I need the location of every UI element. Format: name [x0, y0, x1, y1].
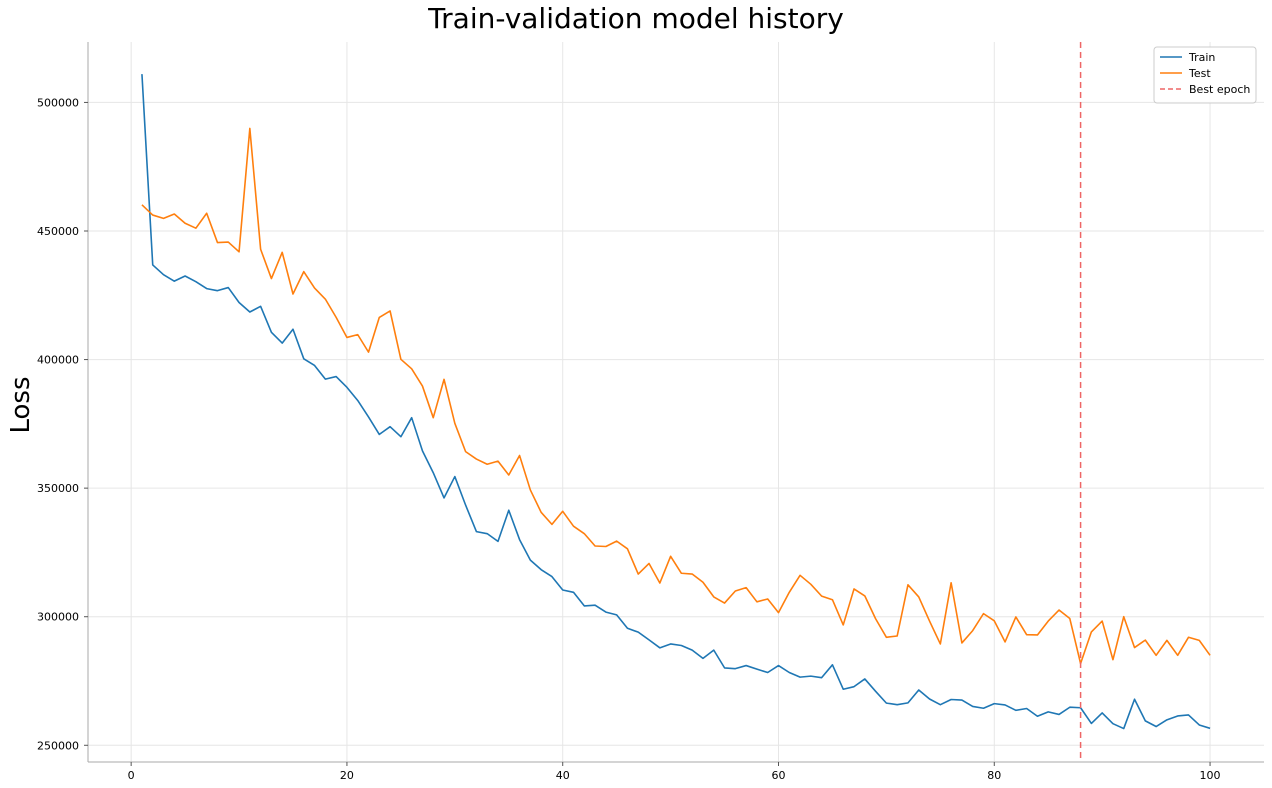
- y-tick-label: 250000: [37, 739, 79, 752]
- grid-lines: [88, 42, 1264, 762]
- x-tick-label: 0: [128, 769, 135, 782]
- legend-label-best-epoch: Best epoch: [1189, 83, 1250, 96]
- y-tick-label: 300000: [37, 611, 79, 624]
- y-tick-label: 400000: [37, 354, 79, 367]
- legend: Train Test Best epoch: [1153, 46, 1257, 104]
- series-line-test: [141, 127, 1211, 665]
- x-tick-label: 60: [771, 769, 785, 782]
- y-tick-label: 450000: [37, 225, 79, 238]
- axes: [87, 42, 1264, 763]
- x-tick-label: 100: [1200, 769, 1221, 782]
- tick-labels: 0 20 40 60 80 100 250000 300000 350000 400000 4500…: [37, 96, 1221, 782]
- legend-label-test: Test: [1188, 67, 1211, 80]
- y-axis-label: Loss: [6, 376, 36, 433]
- y-tick-label: 350000: [37, 482, 79, 495]
- x-tick-label: 80: [987, 769, 1001, 782]
- legend-label-train: Train: [1188, 51, 1215, 64]
- x-tick-label: 40: [556, 769, 570, 782]
- chart-title: Train-validation model history: [427, 2, 844, 35]
- y-tick-label: 500000: [37, 96, 79, 109]
- series-lines: [141, 74, 1211, 730]
- x-tick-label: 20: [340, 769, 354, 782]
- series-line-train: [141, 74, 1211, 730]
